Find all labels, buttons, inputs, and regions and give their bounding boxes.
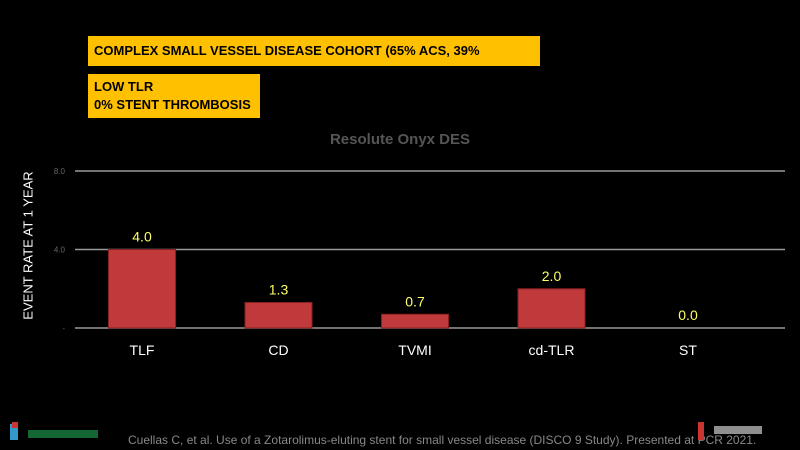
data-label: 0.0: [678, 307, 698, 323]
data-label: 2.0: [542, 268, 562, 284]
y-tick-label: -: [62, 324, 65, 333]
partner-logo: [696, 422, 766, 442]
x-tick-label: CD: [268, 342, 288, 358]
tlr-banner: LOW TLR 0% STENT THROMBOSIS: [88, 74, 260, 118]
y-tick-label: 8.0: [54, 167, 66, 176]
society-logo: [6, 422, 106, 442]
bar-tvmi: [381, 313, 449, 329]
data-label: 0.7: [405, 293, 425, 309]
x-tick-label: cd-TLR: [529, 342, 575, 358]
data-label: 1.3: [269, 281, 289, 297]
cohort-banner: COMPLEX SMALL VESSEL DISEASE COHORT (65%…: [88, 36, 540, 80]
y-tick-label: 4.0: [54, 246, 66, 255]
x-tick-label: TLF: [130, 342, 155, 358]
bar-cd: [244, 301, 313, 329]
bar-tlf: [108, 249, 176, 329]
banner-line-1: LOW TLR: [94, 79, 154, 94]
x-tick-label: TVMI: [398, 342, 431, 358]
chart-title: Resolute Onyx DES: [329, 131, 471, 148]
bar-cd-tlr: [517, 288, 586, 329]
citation: Cuellas C, et al. Use of a Zotarolimus-e…: [128, 433, 757, 447]
banner-line-2: 0% STENT THROMBOSIS: [94, 97, 251, 112]
data-label: 4.0: [132, 229, 152, 245]
x-tick-label: ST: [679, 342, 697, 358]
